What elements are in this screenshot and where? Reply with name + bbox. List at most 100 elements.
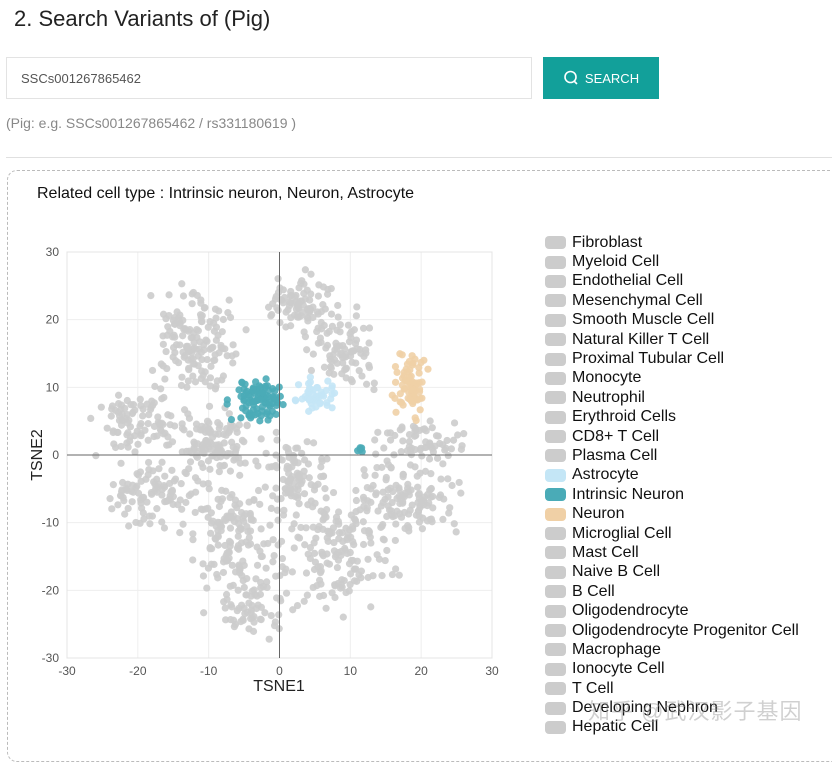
legend-item[interactable]: Hepatic Cell bbox=[545, 718, 799, 737]
legend-item[interactable]: Fibroblast bbox=[545, 233, 799, 252]
legend-item[interactable]: Mast Cell bbox=[545, 543, 799, 562]
point-other bbox=[418, 525, 426, 533]
legend-item[interactable]: Microglial Cell bbox=[545, 524, 799, 543]
point-other bbox=[327, 310, 336, 318]
point-other bbox=[234, 532, 242, 540]
legend-item[interactable]: Erythroid Cells bbox=[545, 408, 799, 427]
legend-item[interactable]: Proximal Tubular Cell bbox=[545, 349, 799, 368]
point-other bbox=[231, 620, 240, 629]
point-other bbox=[281, 485, 290, 493]
legend-item[interactable]: Macrophage bbox=[545, 640, 799, 659]
point-other bbox=[233, 607, 241, 615]
point-other bbox=[168, 466, 176, 474]
legend-item[interactable]: Ionocyte Cell bbox=[545, 660, 799, 679]
point-other bbox=[163, 441, 171, 449]
point-other bbox=[373, 551, 381, 559]
point-other bbox=[219, 568, 228, 577]
legend-item[interactable]: Intrinsic Neuron bbox=[545, 485, 799, 504]
point-other bbox=[309, 303, 317, 311]
legend-item[interactable]: Oligodendrocyte Progenitor Cell bbox=[545, 621, 799, 640]
legend-item[interactable]: Naive B Cell bbox=[545, 563, 799, 582]
point-neuron bbox=[415, 388, 424, 396]
legend-item[interactable]: CD8+ T Cell bbox=[545, 427, 799, 446]
point-other bbox=[282, 443, 290, 452]
point-other bbox=[97, 403, 105, 411]
point-other bbox=[276, 455, 284, 463]
point-other bbox=[139, 509, 147, 517]
legend-item[interactable]: Myeloid Cell bbox=[545, 252, 799, 271]
point-other bbox=[240, 604, 248, 613]
point-other bbox=[271, 618, 279, 626]
point-other bbox=[117, 442, 125, 451]
legend-item[interactable]: Smooth Muscle Cell bbox=[545, 311, 799, 330]
point-other bbox=[199, 463, 207, 472]
point-astrocyte bbox=[313, 383, 321, 392]
point-other bbox=[262, 564, 270, 572]
point-neuron bbox=[411, 414, 419, 422]
point-other bbox=[191, 378, 200, 386]
point-astrocyte bbox=[294, 381, 303, 389]
point-other bbox=[292, 291, 300, 300]
point-other bbox=[140, 515, 148, 523]
point-other bbox=[429, 504, 437, 512]
point-astrocyte bbox=[328, 404, 336, 412]
point-other bbox=[297, 523, 305, 532]
point-other bbox=[167, 412, 175, 420]
point-other bbox=[132, 518, 140, 527]
point-other bbox=[320, 321, 328, 330]
point-intrinsic-neuron bbox=[235, 386, 243, 394]
legend-item[interactable]: Monocyte bbox=[545, 369, 799, 388]
point-other bbox=[421, 443, 429, 452]
point-other bbox=[352, 496, 361, 505]
point-other bbox=[294, 494, 302, 502]
y-tick-label: -10 bbox=[42, 516, 60, 530]
point-other bbox=[187, 355, 195, 363]
point-other bbox=[92, 452, 100, 460]
point-other bbox=[427, 484, 435, 493]
point-other bbox=[295, 476, 304, 484]
point-other bbox=[235, 563, 243, 571]
point-astrocyte bbox=[324, 377, 332, 385]
point-other bbox=[298, 449, 306, 457]
point-other bbox=[210, 560, 218, 568]
point-other bbox=[397, 513, 406, 521]
point-other bbox=[178, 373, 186, 381]
legend-item[interactable]: T Cell bbox=[545, 679, 799, 698]
point-other bbox=[264, 539, 272, 548]
point-other bbox=[341, 544, 349, 552]
point-intrinsic-neuron bbox=[262, 375, 270, 383]
legend-item[interactable]: Endothelial Cell bbox=[545, 272, 799, 291]
point-other bbox=[399, 470, 407, 478]
point-other bbox=[433, 454, 442, 462]
point-other bbox=[157, 385, 165, 393]
point-other bbox=[383, 546, 391, 555]
point-other bbox=[123, 410, 131, 419]
legend-item[interactable]: Natural Killer T Cell bbox=[545, 330, 799, 349]
search-input[interactable] bbox=[6, 57, 532, 99]
legend-item[interactable]: Astrocyte bbox=[545, 466, 799, 485]
legend-swatch bbox=[545, 333, 566, 347]
legend-item[interactable]: Neuron bbox=[545, 504, 799, 523]
legend-item[interactable]: Neutrophil bbox=[545, 388, 799, 407]
point-other bbox=[349, 538, 357, 546]
legend-label: Mast Cell bbox=[572, 543, 639, 561]
legend-item[interactable]: Plasma Cell bbox=[545, 446, 799, 465]
legend-item[interactable]: Oligodendrocyte bbox=[545, 601, 799, 620]
point-other bbox=[196, 338, 204, 346]
point-other bbox=[169, 316, 178, 325]
point-other bbox=[124, 443, 132, 451]
point-other bbox=[212, 336, 220, 344]
legend-item[interactable]: Mesenchymal Cell bbox=[545, 291, 799, 310]
search-button[interactable]: SEARCH bbox=[543, 57, 659, 99]
point-other bbox=[261, 483, 269, 491]
legend-label: Hepatic Cell bbox=[572, 718, 659, 736]
point-other bbox=[233, 515, 242, 523]
point-other bbox=[111, 406, 119, 414]
legend-item[interactable]: Developing Nephron bbox=[545, 698, 799, 717]
point-other bbox=[192, 420, 201, 428]
point-other bbox=[344, 321, 352, 329]
point-other bbox=[203, 417, 212, 425]
legend-item[interactable]: B Cell bbox=[545, 582, 799, 601]
point-other bbox=[179, 520, 187, 528]
point-other bbox=[240, 583, 248, 592]
